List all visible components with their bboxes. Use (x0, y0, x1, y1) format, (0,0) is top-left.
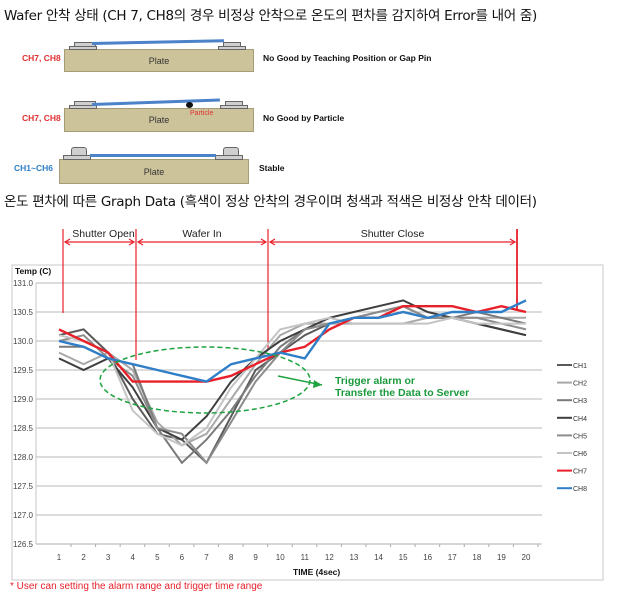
wafer-pad-right (220, 105, 248, 109)
series-line-ch6 (58, 316, 526, 447)
wafer-pad-left (63, 155, 91, 160)
alarm-region-ellipse (99, 346, 311, 414)
temperature-line-chart: Temp (C) 131.0130.5130.0129.5129.0128.51… (11, 228, 604, 581)
arrow-head-icon (313, 380, 322, 388)
wafer-pad-right (218, 46, 246, 50)
diagram-description: No Good by Particle (263, 113, 345, 123)
diagram-description: No Good by Teaching Position or Gap Pin (263, 53, 432, 63)
x-tick-label: 15 (399, 553, 408, 562)
wafer-pad-right (215, 155, 243, 160)
annotation-line-2: Transfer the Data to Server (335, 387, 469, 399)
annotation-line-1: Trigger alarm or (335, 375, 415, 387)
x-tick-label: 5 (155, 553, 160, 562)
x-tick-label: 6 (180, 553, 185, 562)
legend-label: CH5 (573, 433, 587, 440)
particle-dot (186, 102, 193, 108)
y-tick-label: 129.5 (13, 366, 34, 375)
series-line-ch7 (58, 304, 527, 383)
heading-graph-data: 온도 편차에 따른 Graph Data (흑색이 정상 안착의 경우이며 청색… (4, 194, 537, 210)
y-axis-ticks: 131.0 130.5 130.0 129.5 129.0 128.5 128.0 127.5… (13, 279, 34, 549)
x-tick-label: 16 (423, 553, 432, 562)
y-tick-label: 127.5 (13, 482, 34, 491)
legend-label: CH7 (573, 469, 587, 476)
wafer-pad-left (69, 105, 97, 109)
phase-label: Shutter Open (72, 228, 135, 240)
arrow-right-icon (128, 238, 136, 246)
wafer (91, 98, 220, 106)
x-tick-label: 11 (301, 553, 310, 562)
wafer (90, 154, 216, 157)
footnote: * User can setting the alarm range and t… (10, 581, 263, 592)
wafer-pad-left (69, 46, 97, 50)
y-tick-label: 131.0 (13, 279, 34, 288)
x-tick-label: 18 (472, 553, 481, 562)
series-line-ch8 (58, 299, 527, 383)
x-tick-label: 4 (131, 553, 136, 562)
particle-label: Particle (190, 110, 214, 117)
diagram-channel-label: CH1~CH6 (14, 163, 53, 173)
arrow-left-icon (136, 238, 144, 246)
legend-label: CH1 (573, 363, 587, 370)
diagram-channel-label: CH7, CH8 (22, 113, 61, 123)
chart-legend: CH1 CH2 CH3 CH4 CH5 CH6 CH7 CH8 (557, 363, 587, 493)
x-tick-label: 14 (374, 553, 383, 562)
y-axis-title: Temp (C) (15, 266, 51, 276)
x-tick-label: 13 (349, 553, 358, 562)
x-tick-label: 7 (204, 553, 209, 562)
x-tick-label: 2 (81, 553, 86, 562)
x-tick-label: 8 (229, 553, 234, 562)
y-tick-label: 128.5 (13, 424, 34, 433)
x-tick-label: 9 (253, 553, 258, 562)
arrow-left-icon (63, 238, 71, 246)
y-tick-label: 126.5 (13, 540, 34, 549)
legend-label: CH8 (573, 486, 587, 493)
legend-label: CH4 (573, 416, 587, 423)
x-tick-label: 20 (522, 553, 531, 562)
arrow-right-icon (260, 238, 268, 246)
phase-markers: Shutter Open Wafer In Shutter Close (62, 228, 518, 360)
diagram-channel-label: CH7, CH8 (22, 53, 61, 63)
phase-label: Shutter Close (361, 228, 425, 240)
legend-label: CH3 (573, 398, 587, 405)
x-tick-label: 10 (276, 553, 285, 562)
arrow-right-icon (509, 238, 517, 246)
y-tick-label: 130.0 (13, 337, 34, 346)
x-tick-label: 19 (497, 553, 506, 562)
y-tick-label: 128.0 (13, 453, 34, 462)
plate: Plate (64, 108, 254, 132)
x-tick-label: 3 (106, 553, 111, 562)
wafer (91, 39, 225, 45)
diagram-description: Stable (259, 163, 285, 173)
arrow-left-icon (268, 238, 276, 246)
legend-label: CH2 (573, 381, 587, 388)
phase-label: Wafer In (182, 228, 221, 240)
y-tick-label: 127.0 (13, 511, 34, 520)
heading-wafer-status: Wafer 안착 상태 (CH 7, CH8의 경우 비정상 안착으로 온도의 … (4, 8, 537, 24)
plate: Plate (59, 159, 249, 184)
y-tick-label: 130.5 (13, 308, 34, 317)
y-tick-label: 129.0 (13, 395, 34, 404)
x-axis-ticks: 1 2 3 4 5 6 7 8 9 10 11 12 13 14 15 16 17 18 19 20 (36, 543, 540, 562)
x-axis-title: TIME (4sec) (293, 567, 340, 577)
x-tick-label: 17 (448, 553, 457, 562)
plate: Plate (64, 49, 254, 72)
x-tick-label: 1 (57, 553, 62, 562)
x-tick-label: 12 (325, 553, 334, 562)
legend-label: CH6 (573, 451, 587, 458)
